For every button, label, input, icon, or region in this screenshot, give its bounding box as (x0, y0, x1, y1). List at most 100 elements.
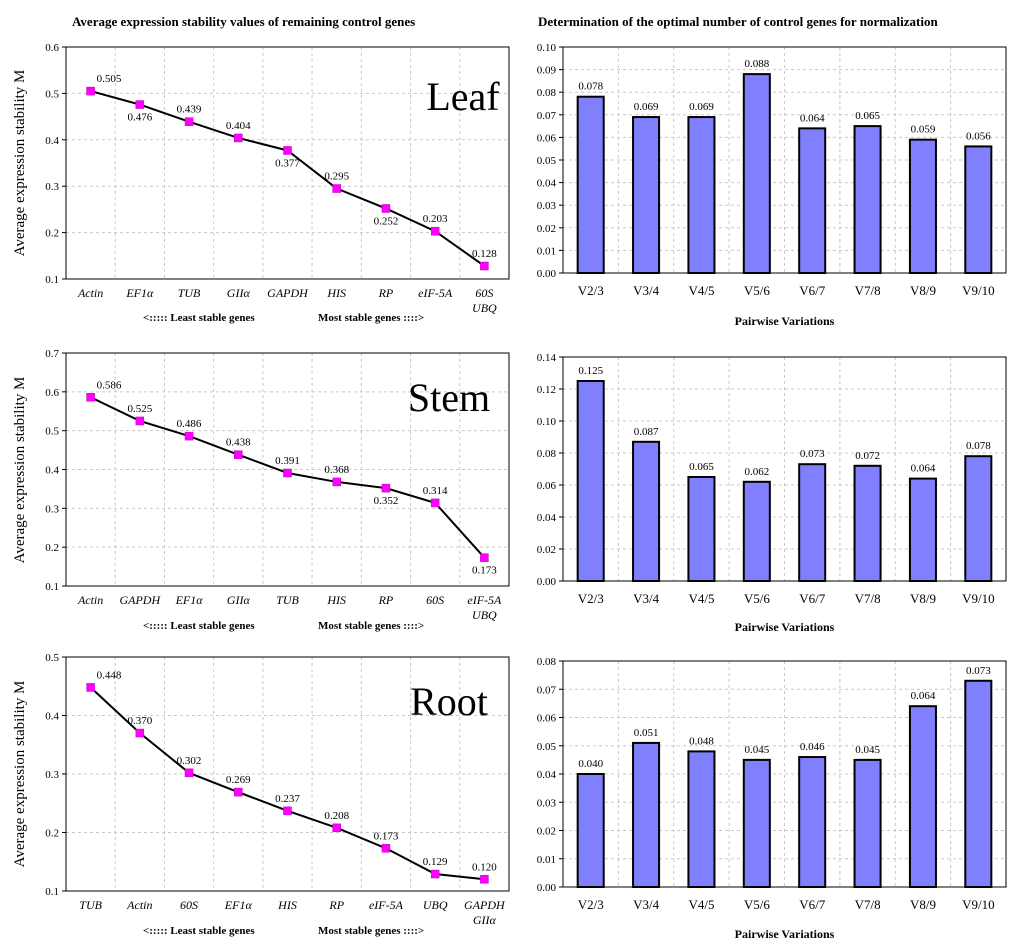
y-tick-label: 0.2 (45, 542, 59, 554)
bar (853, 758, 882, 888)
y-tick-label: 0.02 (537, 544, 556, 556)
bar (798, 127, 827, 274)
data-point (234, 133, 243, 143)
data-point (135, 728, 145, 738)
y-tick-label: 0.14 (537, 352, 557, 364)
data-label: 0.064 (800, 112, 825, 124)
data-label: 0.045 (744, 744, 769, 756)
x-caption-most-stable: Most stable genes ::::> (318, 620, 424, 632)
bar (576, 95, 605, 274)
data-point (480, 261, 489, 271)
x-caption-most-stable: Most stable genes ::::> (318, 312, 424, 324)
data-label: 0.203 (423, 213, 448, 225)
x-category-label: V9/10 (962, 283, 995, 298)
data-label: 0.048 (689, 735, 714, 747)
data-point (86, 86, 95, 96)
y-axis-label: Average expression stability M (12, 681, 28, 868)
x-axis-label: Pairwise Variations (735, 620, 835, 634)
tissue-label: Root (410, 679, 488, 724)
data-label: 0.586 (97, 379, 122, 391)
data-label: 0.059 (911, 124, 936, 136)
y-tick-label: 0.3 (45, 181, 59, 193)
data-label: 0.368 (324, 464, 349, 476)
y-tick-label: 0.05 (537, 155, 557, 167)
y-tick-label: 0.01 (537, 245, 556, 257)
data-label: 0.295 (324, 171, 349, 183)
x-category-label: RP (378, 593, 394, 607)
x-category-label: GIIα (473, 913, 497, 927)
data-label: 0.046 (800, 741, 825, 753)
bar (632, 741, 661, 888)
x-category-label: V9/10 (962, 591, 995, 606)
y-tick-label: 0.03 (537, 797, 557, 809)
y-tick-label: 0.04 (537, 769, 557, 781)
x-category-label: 60S (475, 286, 493, 300)
data-label: 0.391 (275, 455, 300, 467)
x-category-label: GIIα (227, 593, 251, 607)
data-label: 0.045 (855, 744, 880, 756)
data-label: 0.438 (226, 437, 251, 449)
data-label: 0.302 (177, 755, 202, 767)
x-category-label: V7/8 (855, 897, 881, 912)
plot-frame (65, 656, 510, 892)
plot-frame (562, 46, 1007, 274)
y-tick-label: 0.04 (537, 512, 557, 524)
tissue-label: Stem (408, 375, 490, 420)
x-category-label: V7/8 (855, 283, 881, 298)
tissue-label: Leaf (426, 74, 500, 119)
y-tick-label: 0.6 (45, 42, 59, 54)
data-label: 0.448 (97, 669, 122, 681)
x-category-label: V2/3 (578, 591, 604, 606)
x-category-label: HIS (326, 593, 346, 607)
x-category-label: 60S (426, 593, 444, 607)
data-point (430, 498, 440, 508)
y-tick-label: 0.4 (45, 465, 59, 477)
y-tick-label: 0.02 (537, 223, 556, 235)
x-category-label: V2/3 (578, 283, 604, 298)
data-point (332, 477, 341, 487)
bar (576, 380, 605, 582)
y-tick-label: 0.07 (537, 110, 557, 122)
data-label: 0.064 (911, 690, 936, 702)
y-tick-label: 0.03 (537, 200, 557, 212)
bar (908, 138, 937, 274)
x-category-label: HIS (277, 898, 297, 912)
data-point (381, 483, 391, 493)
y-axis-label: Average expression stability M (12, 377, 28, 564)
x-category-label: eIF-5A (369, 898, 404, 912)
data-label: 0.065 (689, 461, 714, 473)
bar (853, 125, 882, 274)
data-label: 0.352 (374, 495, 399, 507)
data-label: 0.525 (127, 403, 152, 415)
x-caption-most-stable: Most stable genes ::::> (318, 925, 424, 937)
bar (853, 464, 882, 582)
data-point (430, 226, 440, 236)
data-point (381, 204, 391, 213)
y-tick-label: 0.1 (45, 581, 59, 593)
data-point (381, 844, 391, 853)
x-axis-label: Pairwise Variations (735, 314, 835, 328)
x-category-label: V5/6 (744, 283, 771, 298)
data-point (135, 100, 145, 109)
x-category-label: GAPDH (119, 593, 161, 607)
x-category-label: GIIα (227, 286, 251, 300)
x-caption-least-stable: <::::: Least stable genes (143, 620, 255, 632)
data-label: 0.314 (423, 485, 448, 497)
y-tick-label: 0.1 (45, 274, 59, 286)
bar (632, 116, 661, 274)
x-category-label: TUB (276, 593, 299, 607)
x-category-label: V5/6 (744, 591, 771, 606)
x-category-label: eIF-5A (467, 593, 502, 607)
data-label: 0.064 (911, 463, 936, 475)
y-tick-label: 0.1 (45, 886, 59, 898)
y-tick-label: 0.5 (45, 88, 59, 100)
bar (964, 145, 993, 274)
x-category-label: EF1α (125, 286, 154, 300)
y-tick-label: 0.2 (45, 828, 59, 840)
x-category-label: V3/4 (633, 591, 660, 606)
data-label: 0.088 (744, 58, 769, 70)
x-category-label: V3/4 (633, 897, 660, 912)
x-category-label: V9/10 (962, 897, 995, 912)
